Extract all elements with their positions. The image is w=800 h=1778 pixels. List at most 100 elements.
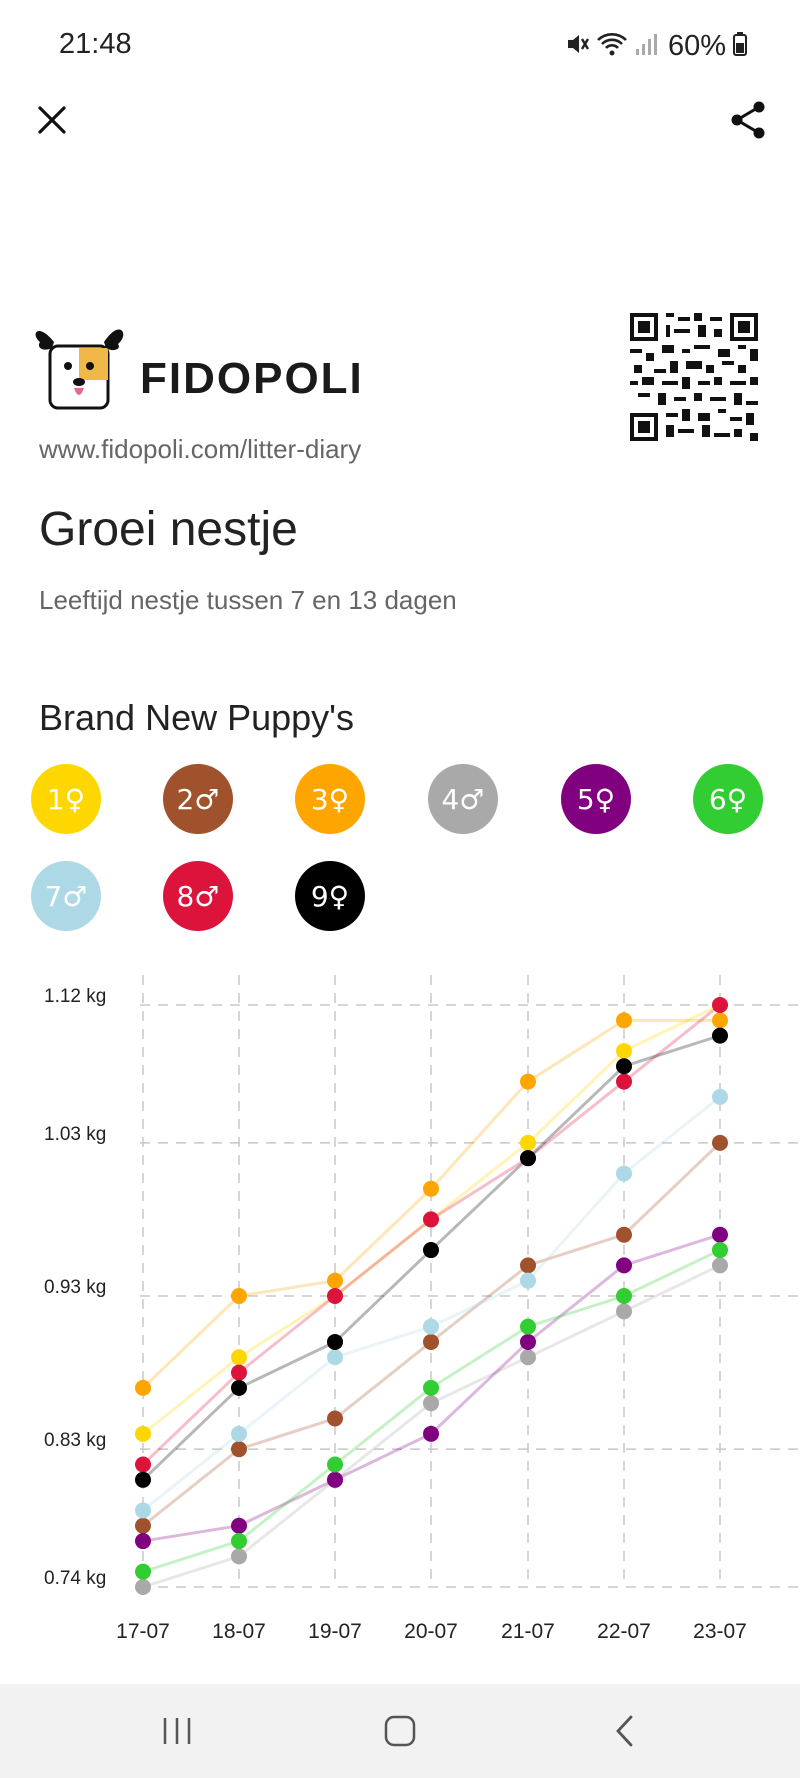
back-icon (616, 1715, 633, 1747)
data-point (231, 1441, 247, 1458)
puppy-chip-2[interactable]: 2♂ (163, 764, 233, 834)
data-point (423, 1333, 439, 1350)
page-title: Groei nestje (39, 503, 298, 556)
close-button[interactable] (28, 96, 76, 144)
data-point (712, 1134, 728, 1151)
status-icons: 60% (564, 28, 748, 64)
data-point (712, 1242, 728, 1259)
data-point (135, 1579, 151, 1595)
data-point (712, 1257, 728, 1274)
data-point (135, 1471, 151, 1488)
data-point (616, 1012, 632, 1029)
data-point (520, 1333, 536, 1350)
x-tick-label: 18-07 (212, 1620, 266, 1643)
puppy-chip-6[interactable]: 6♀ (693, 764, 763, 834)
x-tick-label: 19-07 (308, 1620, 362, 1643)
data-point (616, 1257, 632, 1274)
data-point (423, 1180, 439, 1197)
data-point (327, 1349, 343, 1366)
data-point (135, 1456, 151, 1473)
y-tick-label: 1.03 kg (44, 1124, 106, 1145)
puppy-chip-3[interactable]: 3♀ (295, 764, 365, 834)
data-point (135, 1563, 151, 1580)
data-point (520, 1318, 536, 1335)
back-button[interactable] (595, 1706, 655, 1756)
home-icon (384, 1715, 416, 1747)
data-point (135, 1517, 151, 1534)
data-point (616, 1288, 632, 1304)
x-tick-label: 21-07 (501, 1620, 555, 1643)
y-tick-label: 0.74 kg (44, 1568, 106, 1589)
data-point (327, 1272, 343, 1289)
data-point (520, 1150, 536, 1167)
data-point (616, 1165, 632, 1182)
brand-url[interactable]: www.fidopoli.com/litter-diary (39, 434, 362, 464)
data-point (712, 997, 728, 1013)
recent-apps-button[interactable] (147, 1706, 207, 1756)
fidopoli-logo (34, 312, 124, 417)
data-point (423, 1425, 439, 1442)
growth-chart-svg: 1.12 kg 1.03 kg 0.93 kg 0.83 kg 0.74 kg 17-07… (44, 975, 800, 1643)
y-tick-label: 0.83 kg (44, 1430, 106, 1451)
battery-icon (732, 31, 748, 62)
top-bar (0, 92, 800, 188)
data-point (423, 1318, 439, 1335)
data-point (520, 1134, 536, 1151)
brand-header: FIDOPOLI (34, 312, 414, 417)
data-point (616, 1226, 632, 1243)
data-point (712, 1012, 728, 1029)
close-icon (38, 106, 66, 134)
share-icon (731, 101, 765, 139)
data-point (616, 1058, 632, 1075)
share-button[interactable] (724, 96, 772, 144)
data-point (520, 1257, 536, 1274)
mute-icon (564, 31, 590, 62)
x-tick-label: 17-07 (116, 1620, 170, 1643)
data-point (231, 1517, 247, 1534)
battery-percent: 60% (667, 29, 726, 62)
page-subtitle: Leeftijd nestje tussen 7 en 13 dagen (39, 585, 457, 615)
data-point (327, 1456, 343, 1473)
data-point (423, 1242, 439, 1259)
data-point (231, 1425, 247, 1442)
puppy-chip-8[interactable]: 8♂ (163, 861, 233, 931)
recent-apps-icon (163, 1718, 191, 1744)
y-tick-label: 1.12 kg (44, 986, 106, 1007)
y-tick-label: 0.93 kg (44, 1277, 106, 1298)
data-point (231, 1288, 247, 1304)
litter-name: Brand New Puppy's (39, 697, 355, 738)
status-bar: 21:48 60% (0, 0, 800, 92)
puppy-chip-5[interactable]: 5♀ (561, 764, 631, 834)
home-button[interactable] (370, 1706, 430, 1756)
data-point (327, 1333, 343, 1350)
data-point (616, 1303, 632, 1320)
status-time: 21:48 (59, 28, 132, 60)
data-point (520, 1349, 536, 1366)
signal-icon (634, 31, 658, 62)
x-tick-label: 23-07 (693, 1620, 747, 1643)
data-point (423, 1211, 439, 1228)
data-point (712, 1027, 728, 1044)
data-point (231, 1548, 247, 1565)
data-point (327, 1410, 343, 1427)
data-point (616, 1042, 632, 1059)
growth-chart: 1.12 kg 1.03 kg 0.93 kg 0.83 kg 0.74 kg 17-07… (0, 950, 800, 1650)
data-point (712, 1226, 728, 1243)
data-point (135, 1379, 151, 1396)
data-point (135, 1533, 151, 1550)
x-tick-label: 20-07 (404, 1620, 458, 1643)
puppy-chip-4[interactable]: 4♂ (428, 764, 498, 834)
puppy-chip-7[interactable]: 7♂ (31, 861, 101, 931)
data-point (616, 1073, 632, 1090)
navigation-bar (0, 1684, 800, 1778)
data-point (231, 1379, 247, 1396)
data-point (135, 1425, 151, 1442)
data-point (520, 1073, 536, 1090)
puppy-chip-9[interactable]: 9♀ (295, 861, 365, 931)
data-point (327, 1471, 343, 1488)
data-point (327, 1288, 343, 1304)
data-point (520, 1272, 536, 1289)
wifi-icon (596, 31, 628, 62)
data-point (423, 1395, 439, 1412)
puppy-chip-1[interactable]: 1♀ (31, 764, 101, 834)
